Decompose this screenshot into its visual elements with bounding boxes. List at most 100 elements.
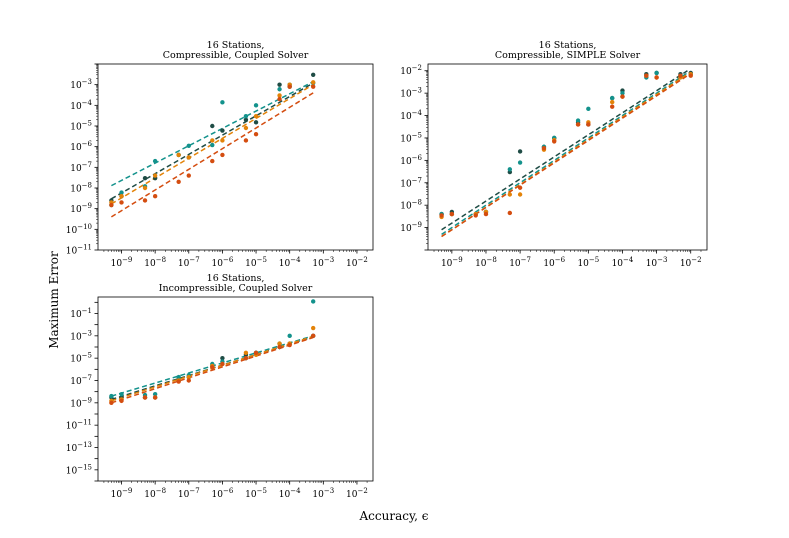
x-tick-label: 10−9 [111, 256, 133, 269]
data-point [210, 138, 215, 143]
x-tick-label: 10−6 [543, 256, 565, 269]
data-point [220, 128, 225, 133]
y-tick-label: 10−9 [400, 221, 422, 234]
data-point [109, 202, 114, 208]
data-point [277, 87, 282, 92]
data-point [688, 73, 693, 78]
fit-line [111, 84, 314, 205]
y-tick-label: 10−5 [70, 120, 92, 133]
y-tick-label: 10−7 [70, 161, 92, 174]
data-point [277, 82, 282, 87]
data-point [507, 167, 513, 172]
y-tick-label: 10−13 [66, 441, 92, 454]
y-tick-label: 10−6 [70, 140, 92, 153]
data-point [473, 213, 478, 218]
data-point [152, 395, 158, 400]
x-tick-label: 10−2 [680, 256, 702, 269]
data-point [119, 190, 124, 195]
y-tick-label: 10−5 [400, 131, 422, 144]
data-point [253, 113, 259, 119]
x-tick-label: 10−7 [509, 256, 531, 269]
y-tick-label: 10−11 [66, 419, 92, 432]
data-point [277, 344, 282, 350]
y-tick-label: 10−2 [400, 64, 422, 77]
data-point [609, 99, 615, 105]
data-point [310, 80, 316, 85]
data-point [609, 104, 615, 109]
x-tick-label: 10−5 [245, 256, 267, 269]
data-point [277, 96, 282, 102]
data-point [176, 374, 181, 380]
data-point [186, 173, 191, 178]
data-point [507, 192, 513, 197]
data-point [586, 106, 591, 112]
x-tick-label: 10−3 [646, 256, 668, 269]
data-point [277, 341, 282, 346]
data-point [517, 192, 523, 197]
data-point [439, 213, 444, 218]
data-point [220, 355, 225, 361]
figure-xlabel: Accuracy, ϵ [359, 509, 429, 523]
y-tick-label: 10−4 [400, 109, 422, 122]
data-point [277, 93, 282, 98]
y-tick-label: 10−10 [66, 223, 92, 236]
data-point [644, 73, 649, 78]
x-tick-label: 10−7 [178, 256, 200, 269]
data-point [210, 123, 215, 129]
fit-line [111, 336, 314, 404]
data-point [552, 139, 557, 144]
data-point [119, 398, 124, 404]
data-point [186, 378, 191, 383]
data-point [176, 152, 181, 158]
data-point [517, 149, 523, 154]
chart-title-line: 16 Stations, [207, 273, 265, 284]
data-point [109, 400, 114, 406]
data-point [620, 94, 625, 99]
data-point [186, 155, 191, 160]
data-point [152, 158, 158, 164]
data-point [186, 374, 191, 380]
data-point [220, 100, 225, 105]
data-point [483, 211, 489, 217]
data-point [243, 125, 249, 131]
y-tick-label: 10−3 [70, 329, 92, 342]
y-tick-label: 10−9 [70, 396, 92, 409]
data-point [210, 142, 215, 148]
x-tick-label: 10−4 [279, 256, 301, 269]
data-point [678, 73, 683, 78]
y-tick-label: 10−1 [70, 307, 92, 320]
data-point [142, 198, 148, 203]
chart-panel-2: 16 Stations,Compressible, SIMPLE Solver 1… [400, 40, 708, 269]
chart-title-line: Compressible, Coupled Solver [163, 50, 309, 61]
data-point [243, 350, 249, 356]
data-point [310, 299, 316, 304]
data-point [152, 173, 158, 178]
data-point [507, 210, 513, 216]
x-tick-label: 10−6 [212, 487, 234, 500]
data-point [186, 143, 191, 149]
data-point [253, 120, 259, 125]
x-tick-label: 10−5 [245, 487, 267, 500]
data-point [620, 90, 625, 96]
figure-ylabel: Maximum Error [47, 251, 61, 349]
y-tick-label: 10−15 [66, 463, 92, 476]
x-tick-label: 10−2 [346, 256, 368, 269]
y-tick-label: 10−11 [66, 244, 92, 257]
y-tick-label: 10−8 [400, 199, 422, 212]
chart-title-line: Incompressible, Coupled Solver [159, 283, 313, 294]
data-point [586, 122, 591, 127]
x-tick-label: 10−4 [279, 487, 301, 500]
x-tick-label: 10−3 [312, 487, 334, 500]
data-point [253, 132, 259, 137]
y-tick-label: 10−7 [70, 374, 92, 387]
data-point [220, 361, 225, 367]
data-point [243, 113, 249, 119]
chart-title-line: 16 Stations, [207, 40, 265, 51]
data-point [310, 333, 316, 339]
fit-line [110, 92, 314, 218]
data-point [287, 333, 292, 339]
y-tick-label: 10−3 [70, 78, 92, 91]
y-tick-label: 10−9 [70, 202, 92, 215]
data-point [119, 200, 124, 205]
x-tick-label: 10−4 [612, 256, 634, 269]
